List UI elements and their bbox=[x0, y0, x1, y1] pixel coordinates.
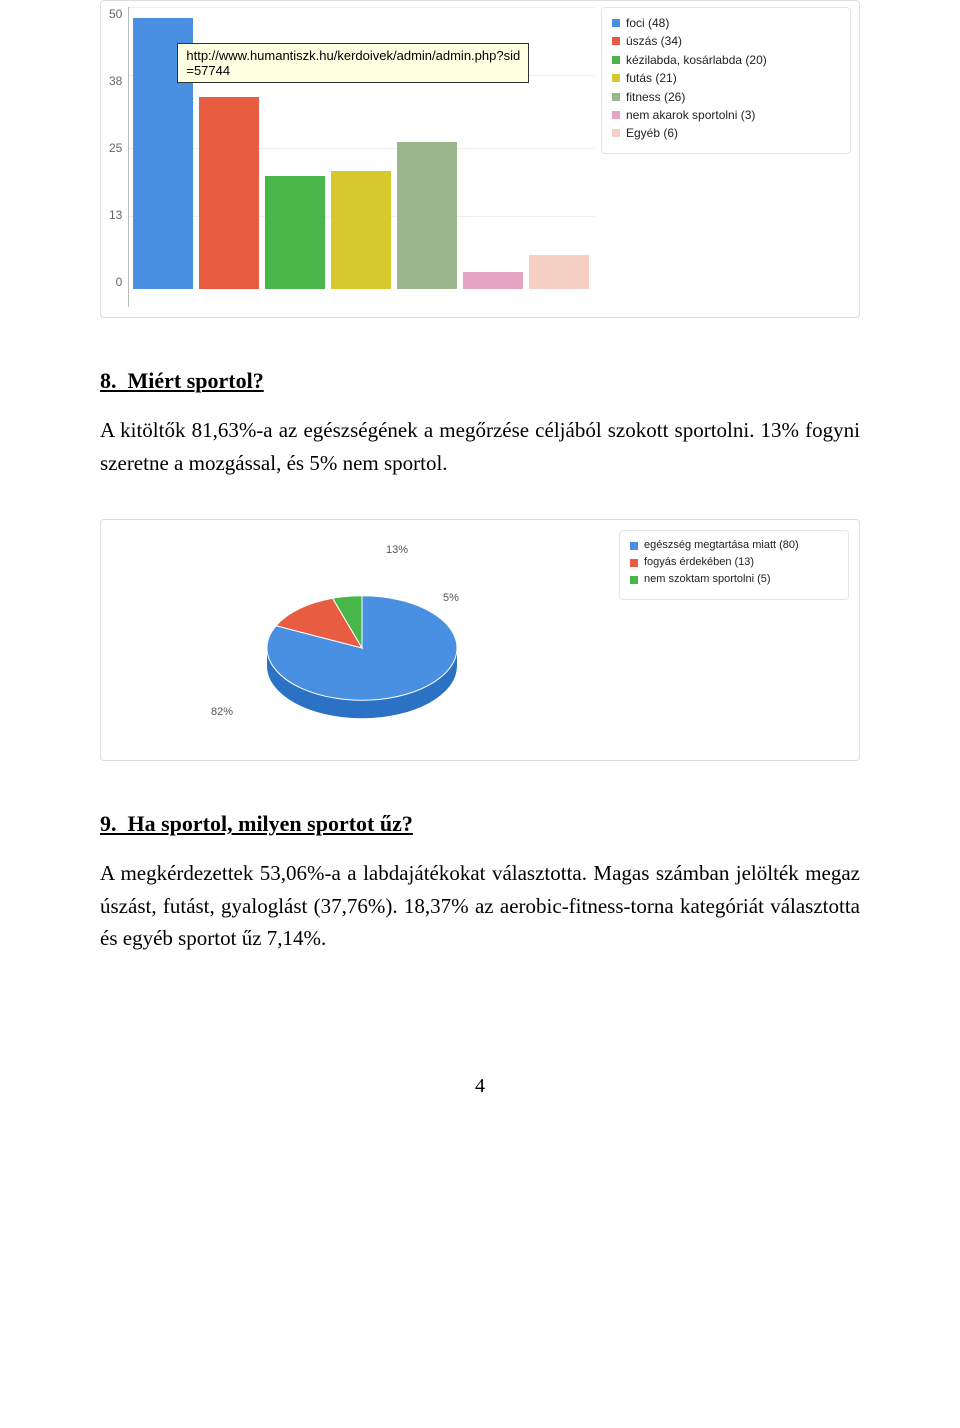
bar bbox=[529, 255, 589, 289]
legend-swatch bbox=[612, 37, 620, 45]
pie-legend: egészség megtartása miatt (80) fogyás érd… bbox=[619, 530, 849, 600]
legend-label: kézilabda, kosárlabda (20) bbox=[626, 53, 767, 67]
bar-plot-area: http://www.humantiszk.hu/kerdoivek/admin… bbox=[128, 7, 595, 307]
legend-label: egészség megtartása miatt (80) bbox=[644, 539, 799, 552]
legend-item: úszás (34) bbox=[612, 34, 840, 48]
y-tick-label: 0 bbox=[116, 275, 123, 289]
bar-plot: 50 38 25 13 0 http://www.humantiszk.hu/kerdo… bbox=[109, 7, 595, 307]
legend-item: fitness (26) bbox=[612, 90, 840, 104]
legend-item: Egyéb (6) bbox=[612, 126, 840, 140]
legend-item: foci (48) bbox=[612, 16, 840, 30]
page-number: 4 bbox=[100, 1075, 860, 1098]
bar bbox=[199, 97, 259, 289]
legend-item: futás (21) bbox=[612, 71, 840, 85]
url-tooltip: http://www.humantiszk.hu/kerdoivek/admin… bbox=[177, 43, 529, 83]
page: 50 38 25 13 0 http://www.humantiszk.hu/kerdo… bbox=[0, 0, 960, 1158]
legend-label: fogyás érdekében (13) bbox=[644, 556, 754, 569]
legend-item: kézilabda, kosárlabda (20) bbox=[612, 53, 840, 67]
legend-label: futás (21) bbox=[626, 71, 677, 85]
bar-legend: foci (48) úszás (34) kézilabda, kosárlabda… bbox=[601, 7, 851, 154]
legend-label: Egyéb (6) bbox=[626, 126, 678, 140]
bar bbox=[397, 142, 457, 289]
legend-swatch bbox=[630, 576, 638, 584]
bar-chart-body: 50 38 25 13 0 http://www.humantiszk.hu/kerdo… bbox=[109, 7, 851, 307]
bar bbox=[331, 171, 391, 289]
legend-swatch bbox=[612, 111, 620, 119]
legend-item: fogyás érdekében (13) bbox=[630, 556, 838, 569]
section-9-heading: 9. Ha sportol, milyen sportot űz? bbox=[100, 811, 860, 837]
section-8-heading: 8. Miért sportol? bbox=[100, 368, 860, 394]
gridline bbox=[129, 7, 595, 8]
y-tick-label: 38 bbox=[109, 74, 122, 88]
legend-label: úszás (34) bbox=[626, 34, 682, 48]
y-tick-label: 50 bbox=[109, 7, 122, 21]
legend-swatch bbox=[612, 19, 620, 27]
pie-pct-label: 13% bbox=[386, 544, 408, 556]
pie-pct-label: 82% bbox=[211, 706, 233, 718]
legend-swatch bbox=[630, 542, 638, 550]
bar-y-axis: 50 38 25 13 0 bbox=[109, 7, 128, 307]
legend-label: nem akarok sportolni (3) bbox=[626, 108, 755, 122]
bar bbox=[463, 272, 523, 289]
legend-swatch bbox=[612, 74, 620, 82]
legend-item: nem szoktam sportolni (5) bbox=[630, 573, 838, 586]
pie-chart-card: 13% 5% 82% egészség megtartása miatt (80) f… bbox=[100, 519, 860, 761]
legend-label: fitness (26) bbox=[626, 90, 685, 104]
y-tick-label: 13 bbox=[109, 208, 122, 222]
section-9-text: A megkérdezettek 53,06%-a a labdajátékok… bbox=[100, 857, 860, 955]
pie-plot: 13% 5% 82% bbox=[111, 530, 613, 750]
legend-item: egészség megtartása miatt (80) bbox=[630, 539, 838, 552]
legend-swatch bbox=[612, 129, 620, 137]
bar bbox=[265, 176, 325, 289]
y-tick-label: 25 bbox=[109, 141, 122, 155]
legend-swatch bbox=[612, 56, 620, 64]
legend-label: foci (48) bbox=[626, 16, 669, 30]
pie-svg bbox=[111, 530, 613, 750]
pie-pct-label: 5% bbox=[443, 592, 459, 604]
pie-chart-body: 13% 5% 82% egészség megtartása miatt (80) f… bbox=[107, 526, 853, 754]
legend-label: nem szoktam sportolni (5) bbox=[644, 573, 771, 586]
legend-item: nem akarok sportolni (3) bbox=[612, 108, 840, 122]
bar-chart-card: 50 38 25 13 0 http://www.humantiszk.hu/kerdo… bbox=[100, 0, 860, 318]
legend-swatch bbox=[630, 559, 638, 567]
section-8-text: A kitöltők 81,63%-a az egészségének a me… bbox=[100, 414, 860, 479]
legend-swatch bbox=[612, 93, 620, 101]
